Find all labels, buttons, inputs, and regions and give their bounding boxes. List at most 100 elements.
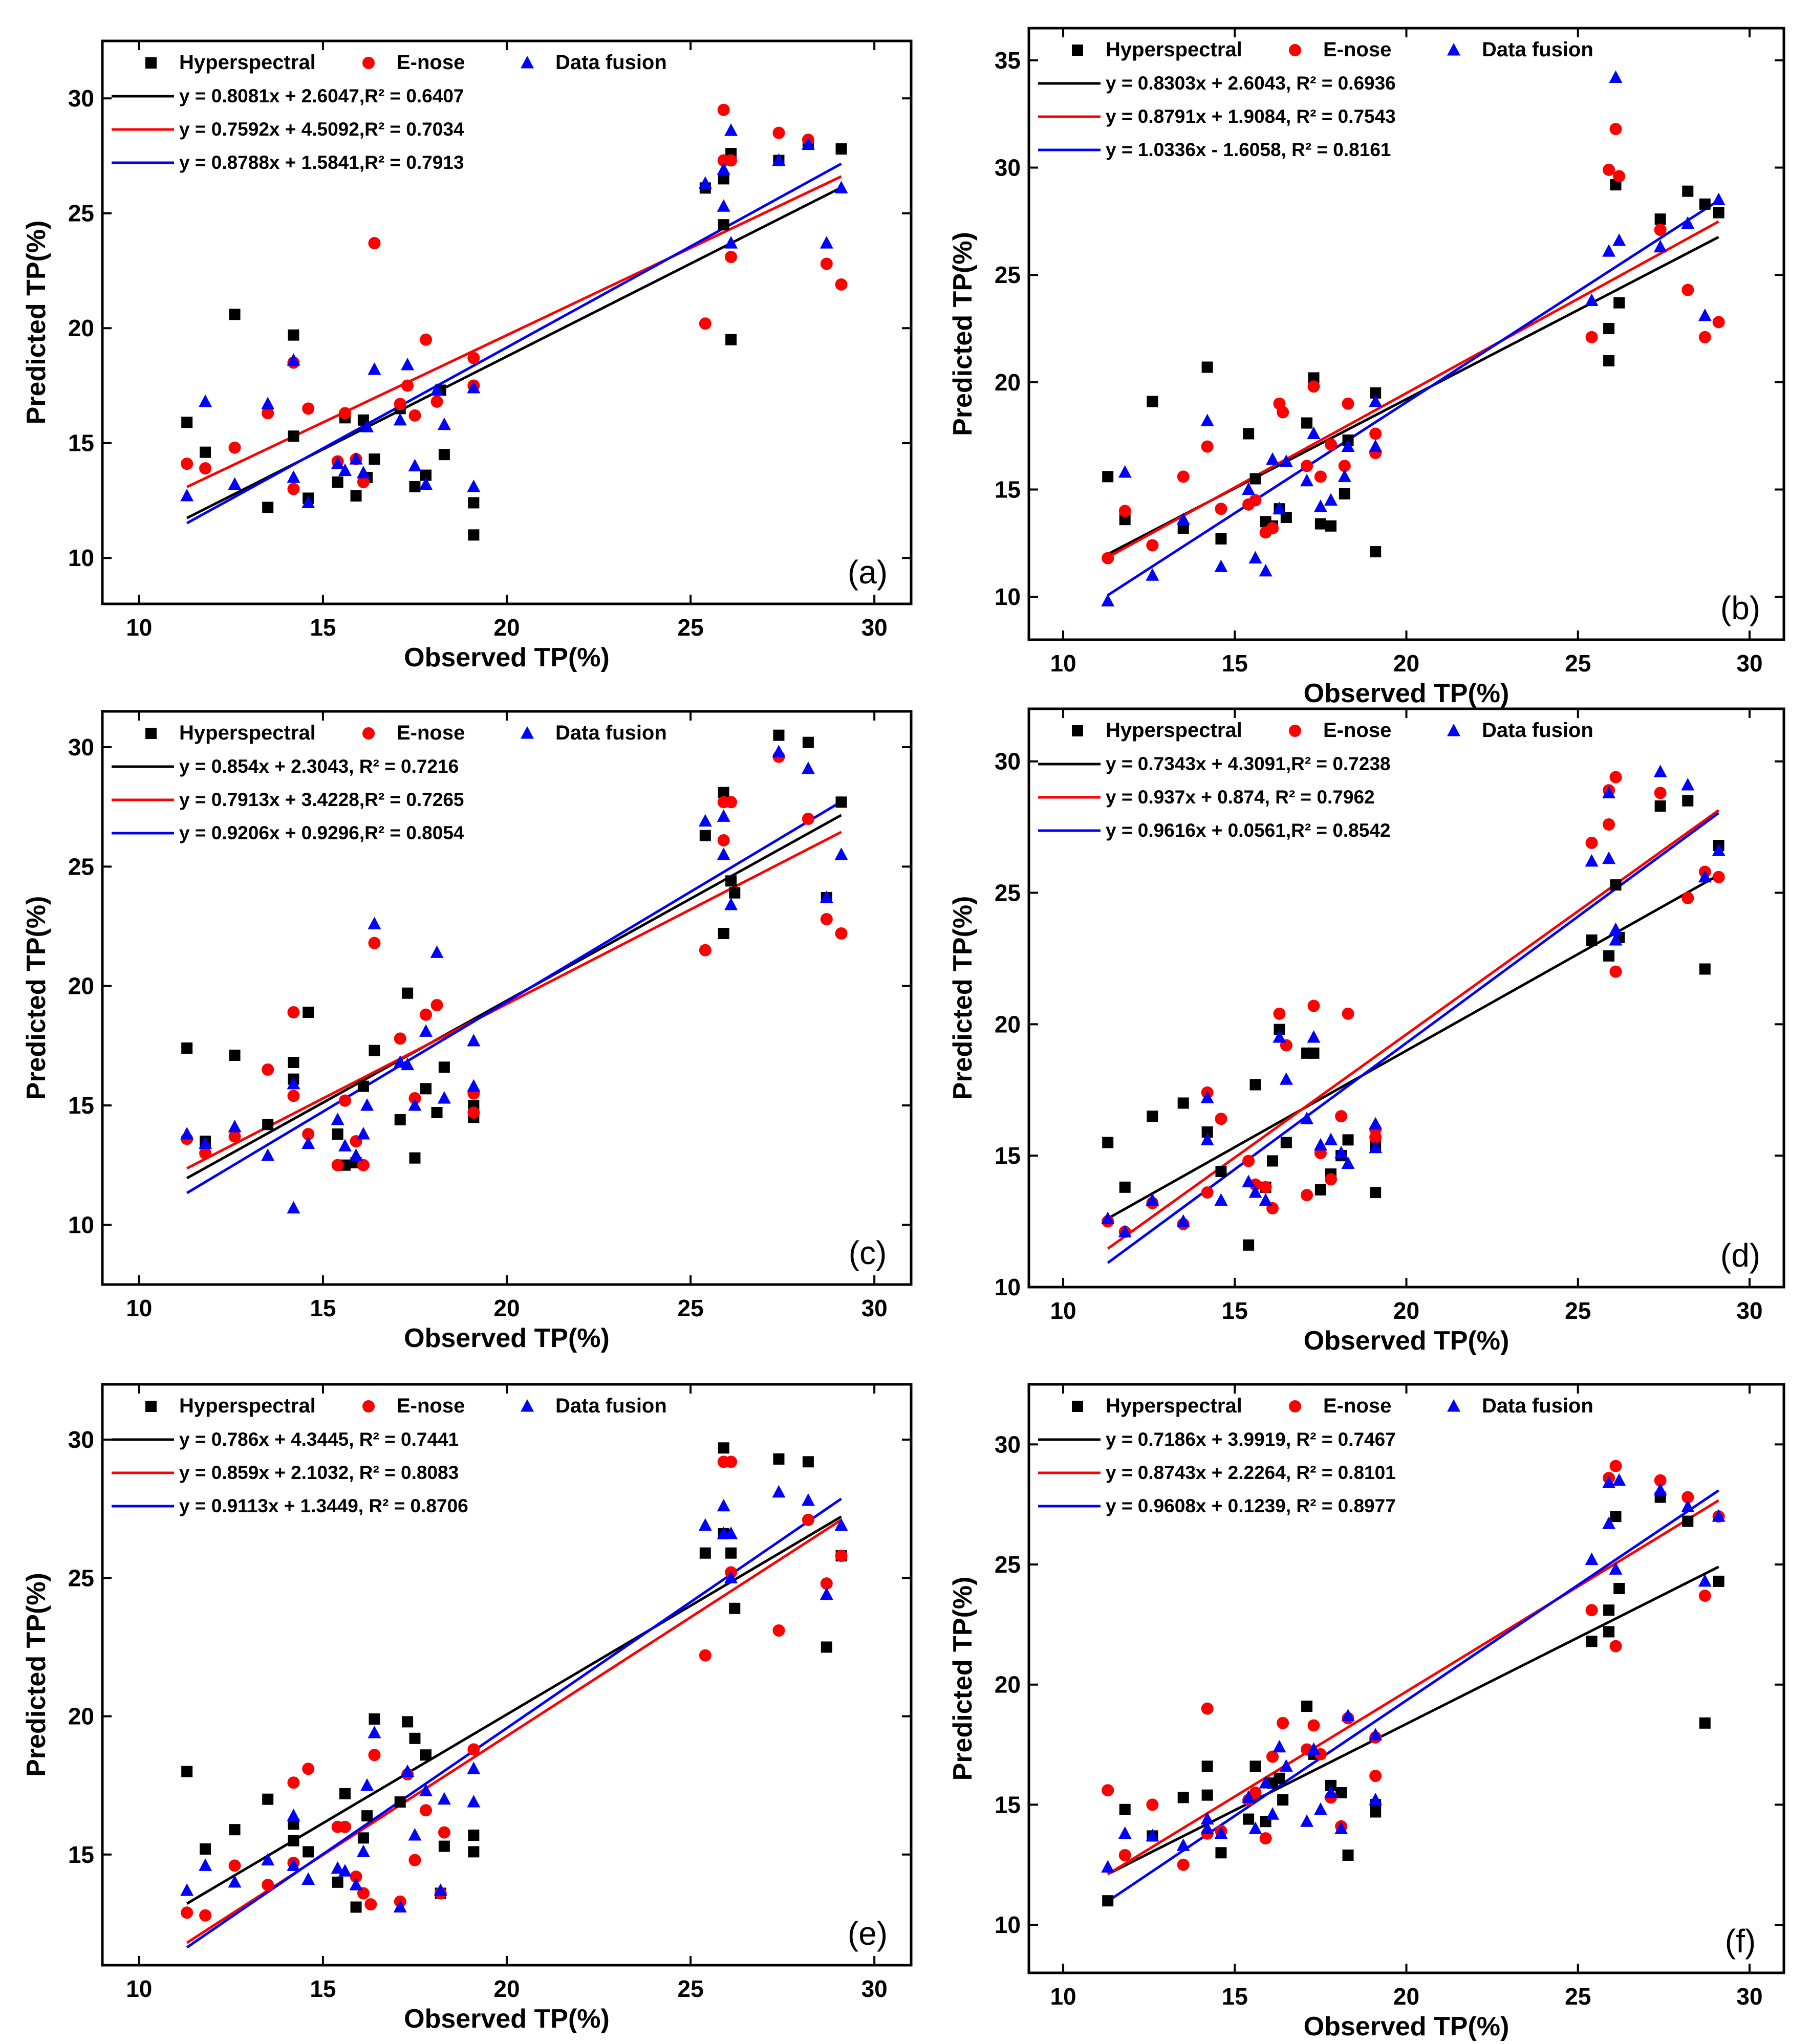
data-point xyxy=(200,1843,211,1855)
data-point xyxy=(349,1148,363,1161)
data-point xyxy=(349,452,363,465)
y-tick-label: 25 xyxy=(995,262,1021,288)
data-point xyxy=(698,176,712,189)
data-point xyxy=(1712,843,1726,856)
data-point xyxy=(801,1493,815,1506)
x-tick-label: 15 xyxy=(1222,1983,1248,2010)
data-point xyxy=(350,1901,362,1913)
data-point xyxy=(1200,1821,1214,1834)
panel-label: (b) xyxy=(1720,590,1760,626)
legend-label: Data fusion xyxy=(555,1395,667,1417)
data-point xyxy=(1369,1793,1383,1806)
data-point xyxy=(1603,818,1615,831)
data-point xyxy=(357,1080,369,1092)
data-point xyxy=(698,1518,712,1531)
data-point xyxy=(1249,1786,1262,1799)
data-point xyxy=(773,729,785,741)
x-axis-title: Observed TP(%) xyxy=(1304,1326,1510,1356)
equation-label: y = 0.7592x + 4.5092,R² = 0.7034 xyxy=(179,119,464,140)
data-point xyxy=(724,1526,738,1539)
data-point xyxy=(287,1858,300,1871)
data-point xyxy=(1653,1483,1667,1496)
legend-marker xyxy=(145,57,157,69)
data-point xyxy=(1242,1790,1256,1803)
data-point xyxy=(303,1846,314,1858)
data-point xyxy=(393,1900,407,1912)
data-point xyxy=(820,236,833,249)
data-point xyxy=(228,1130,241,1143)
data-point xyxy=(835,927,848,940)
data-point xyxy=(420,1083,432,1095)
data-point xyxy=(331,1159,344,1171)
equation-label: y = 0.859x + 2.1032, R² = 0.8083 xyxy=(179,1462,459,1483)
data-point xyxy=(360,1778,374,1791)
data-point xyxy=(420,333,432,346)
data-point xyxy=(1259,1832,1272,1845)
fit-line-hyperspectral xyxy=(186,1515,842,1905)
data-point xyxy=(430,945,444,958)
fit-line-data-fusion xyxy=(1107,1489,1720,1903)
series-e-nose xyxy=(1102,771,1725,1238)
x-tick-label: 20 xyxy=(1393,650,1419,677)
series-hyperspectral xyxy=(181,139,847,541)
data-point xyxy=(1324,1785,1338,1798)
data-point xyxy=(718,928,729,939)
data-point xyxy=(1102,1137,1114,1148)
data-point xyxy=(1324,493,1338,506)
data-point xyxy=(420,1008,432,1021)
data-point xyxy=(1654,787,1667,799)
data-point xyxy=(419,1024,433,1037)
data-point xyxy=(1279,454,1293,467)
data-point xyxy=(1603,950,1615,962)
data-point xyxy=(718,787,729,798)
equation-label: y = 0.7186x + 3.9919, R² = 0.7467 xyxy=(1106,1429,1396,1450)
data-point xyxy=(1301,460,1313,472)
data-point xyxy=(1370,387,1382,399)
data-point xyxy=(1602,1475,1616,1488)
data-point xyxy=(1603,1626,1615,1638)
data-point xyxy=(301,1872,315,1885)
x-tick-label: 30 xyxy=(1736,1297,1762,1324)
data-point xyxy=(393,412,407,426)
data-point xyxy=(408,409,421,422)
series-data-fusion xyxy=(1101,1473,1726,1873)
data-point xyxy=(1215,503,1227,515)
data-point xyxy=(1313,1138,1327,1151)
x-tick-label: 10 xyxy=(126,614,152,641)
data-point xyxy=(338,1864,352,1877)
x-tick-label: 25 xyxy=(1565,1297,1591,1324)
data-point xyxy=(699,317,712,330)
data-point xyxy=(725,875,737,887)
data-point xyxy=(725,1547,737,1559)
data-point xyxy=(199,1136,212,1149)
data-point xyxy=(468,1846,480,1858)
legend-marker xyxy=(1447,724,1460,736)
data-point xyxy=(1266,1807,1280,1820)
data-point xyxy=(1681,1491,1694,1504)
data-point xyxy=(1370,1187,1382,1199)
legend-marker xyxy=(521,56,534,69)
data-point xyxy=(1200,414,1214,426)
data-point xyxy=(437,1091,451,1104)
fit-line-e-nose xyxy=(186,175,842,488)
data-point xyxy=(1610,879,1622,891)
panel-label: (c) xyxy=(849,1234,887,1271)
legend-label: Hyperspectral xyxy=(179,722,316,744)
y-tick-label: 35 xyxy=(995,47,1021,74)
data-point xyxy=(1146,1193,1159,1206)
x-tick-label: 20 xyxy=(493,1295,520,1321)
data-point xyxy=(1147,396,1158,407)
equation-label: y = 0.8788x + 1.5841,R² = 0.7913 xyxy=(179,152,464,173)
data-point xyxy=(1243,1813,1255,1825)
data-point xyxy=(350,490,362,502)
panel-label: (e) xyxy=(848,1915,888,1952)
data-point xyxy=(772,745,786,757)
data-point xyxy=(1712,316,1725,329)
data-point xyxy=(1654,800,1666,812)
data-point xyxy=(1259,563,1273,577)
data-point xyxy=(339,1820,351,1833)
data-point xyxy=(332,1876,343,1888)
data-point xyxy=(467,1106,480,1119)
data-point xyxy=(1610,1511,1622,1523)
data-point xyxy=(1266,521,1279,534)
